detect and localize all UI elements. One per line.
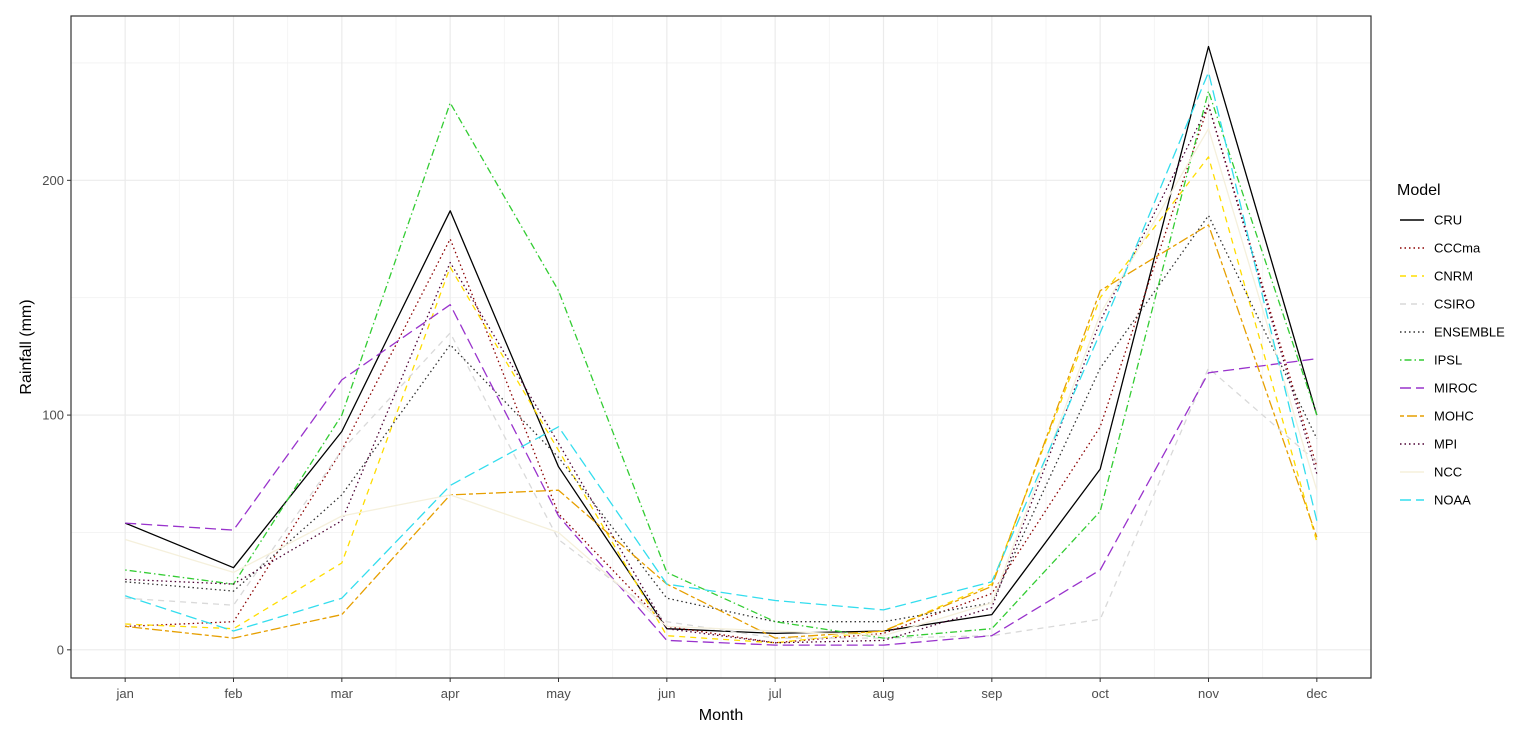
x-tick-label: dec bbox=[1306, 686, 1327, 701]
series-line-ipsl bbox=[125, 90, 1318, 639]
x-tick-label: jan bbox=[115, 686, 133, 701]
legend-item: MPI bbox=[1400, 437, 1457, 452]
series-line-ensemble bbox=[125, 214, 1318, 623]
y-axis: 0 100 200 bbox=[42, 173, 71, 657]
x-tick-label: oct bbox=[1091, 686, 1109, 701]
series-line-noaa bbox=[124, 71, 1318, 632]
series-line-cnrm bbox=[125, 156, 1318, 644]
x-tick-label: feb bbox=[224, 686, 242, 701]
legend-item: IPSL bbox=[1400, 353, 1462, 368]
legend-item: ENSEMBLE bbox=[1400, 325, 1505, 340]
legend-label: MPI bbox=[1434, 437, 1457, 452]
series-lines bbox=[124, 45, 1318, 646]
x-tick-label: aug bbox=[873, 686, 895, 701]
series-line-ncc bbox=[125, 128, 1318, 637]
legend-title: Model bbox=[1397, 182, 1441, 199]
series-line-mohc bbox=[125, 224, 1318, 639]
legend-item: CCCma bbox=[1400, 241, 1481, 256]
legend-label: CSIRO bbox=[1434, 297, 1475, 312]
legend-label: CCCma bbox=[1434, 241, 1481, 256]
legend-label: IPSL bbox=[1434, 353, 1462, 368]
legend-item: CNRM bbox=[1400, 269, 1473, 284]
legend-item: MIROC bbox=[1400, 381, 1477, 396]
legend-label: CNRM bbox=[1434, 269, 1473, 284]
series-line-cru bbox=[124, 45, 1318, 635]
x-tick-label: apr bbox=[441, 686, 460, 701]
grid-lines bbox=[71, 16, 1371, 678]
y-axis-title: Rainfall (mm) bbox=[18, 299, 35, 394]
legend: Model CRU CCCma CNRM CSIRO ENSEMBLE IPSL MIROC… bbox=[1397, 182, 1505, 508]
series-line-csiro bbox=[125, 332, 1318, 639]
x-tick-label: jun bbox=[657, 686, 675, 701]
plot-border bbox=[70, 15, 1372, 679]
x-tick-label: jul bbox=[768, 686, 782, 701]
y-tick-label: 0 bbox=[57, 642, 64, 657]
series-line-mpi bbox=[125, 104, 1318, 644]
x-axis-title: Month bbox=[699, 707, 743, 724]
x-tick-label: may bbox=[546, 686, 571, 701]
legend-items: CRU CCCma CNRM CSIRO ENSEMBLE IPSL MIROC MOHC MP… bbox=[1400, 213, 1505, 508]
legend-item: CSIRO bbox=[1400, 297, 1475, 312]
legend-label: MIROC bbox=[1434, 381, 1477, 396]
legend-item: MOHC bbox=[1400, 409, 1474, 424]
y-tick-label: 100 bbox=[42, 408, 64, 423]
x-axis: jan feb mar apr may jun jul aug sep oct nov dec bbox=[115, 678, 1328, 701]
legend-label: NCC bbox=[1434, 465, 1462, 480]
legend-item: NOAA bbox=[1400, 493, 1471, 508]
x-tick-label: nov bbox=[1198, 686, 1219, 701]
legend-item: NCC bbox=[1400, 465, 1462, 480]
x-tick-label: mar bbox=[331, 686, 354, 701]
legend-label: NOAA bbox=[1434, 493, 1471, 508]
x-tick-label: sep bbox=[981, 686, 1002, 701]
series-line-cccma bbox=[125, 104, 1318, 644]
legend-label: CRU bbox=[1434, 213, 1462, 228]
legend-label: MOHC bbox=[1434, 409, 1474, 424]
series-line-miroc bbox=[125, 304, 1317, 646]
legend-item: CRU bbox=[1400, 213, 1462, 228]
legend-label: ENSEMBLE bbox=[1434, 325, 1505, 340]
y-tick-label: 200 bbox=[42, 173, 64, 188]
